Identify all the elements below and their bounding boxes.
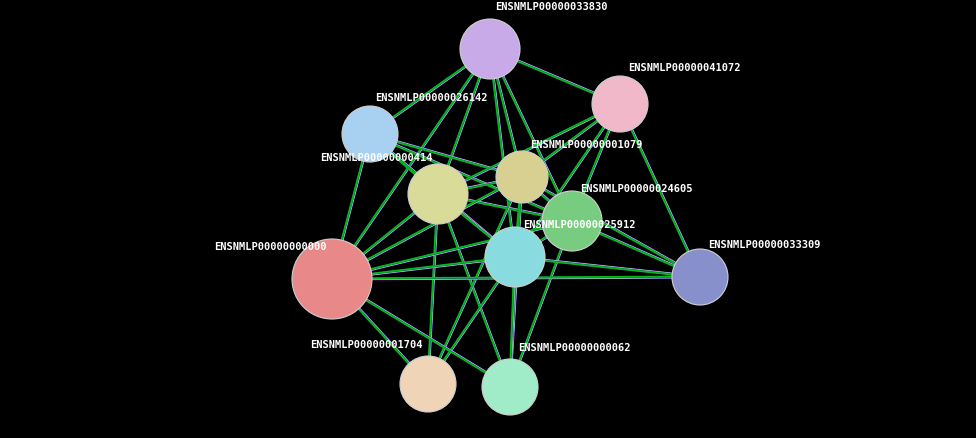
- Circle shape: [592, 77, 648, 133]
- Text: ENSNMLP00000001079: ENSNMLP00000001079: [530, 140, 642, 150]
- Text: ENSNMLP00000033309: ENSNMLP00000033309: [708, 240, 821, 249]
- Circle shape: [460, 20, 520, 80]
- Text: ENSNMLP00000024605: ENSNMLP00000024605: [580, 184, 693, 194]
- Text: ENSNMLP00000000062: ENSNMLP00000000062: [518, 342, 630, 352]
- Text: ENSNMLP00000000000: ENSNMLP00000000000: [215, 241, 327, 251]
- Circle shape: [542, 191, 602, 251]
- Text: ENSNMLP00000041072: ENSNMLP00000041072: [628, 63, 741, 73]
- Text: ENSNMLP00000000414: ENSNMLP00000000414: [320, 153, 433, 162]
- Circle shape: [482, 359, 538, 415]
- Text: ENSNMLP00000001704: ENSNMLP00000001704: [310, 339, 423, 349]
- Circle shape: [408, 165, 468, 225]
- Circle shape: [292, 240, 372, 319]
- Circle shape: [672, 249, 728, 305]
- Circle shape: [485, 227, 545, 287]
- Text: ENSNMLP00000033830: ENSNMLP00000033830: [495, 2, 607, 12]
- Text: ENSNMLP00000025912: ENSNMLP00000025912: [523, 219, 635, 230]
- Circle shape: [342, 107, 398, 162]
- Circle shape: [400, 356, 456, 412]
- Text: ENSNMLP00000026142: ENSNMLP00000026142: [375, 93, 487, 103]
- Circle shape: [496, 152, 548, 204]
